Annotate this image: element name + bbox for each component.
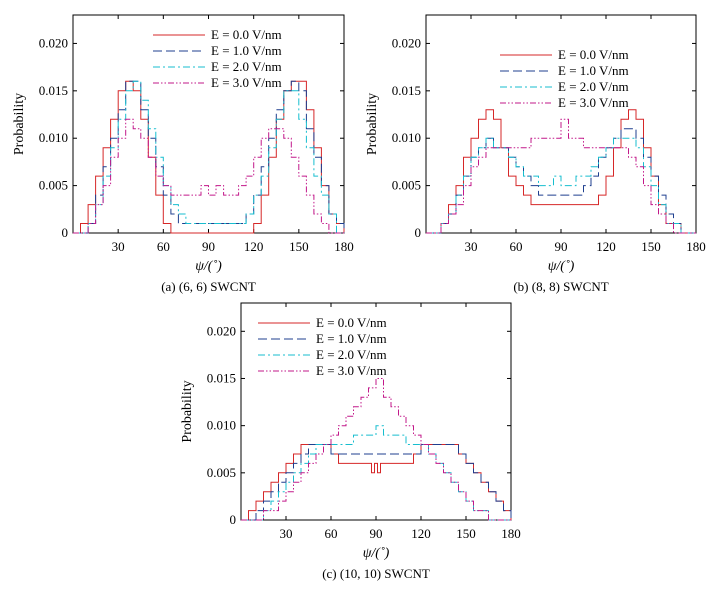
- legend-label-3: E = 3.0 V/nm: [211, 75, 282, 90]
- x-tick-label: 120: [411, 526, 431, 541]
- series-line-1: [73, 80, 345, 234]
- legend-label-1: E = 1.0 V/nm: [558, 63, 629, 78]
- y-axis-label: Probability: [12, 93, 27, 155]
- y-tick-label: 0.015: [392, 83, 421, 98]
- y-tick-label: 0.015: [39, 83, 68, 98]
- y-tick-label: 0: [62, 225, 69, 240]
- y-tick-label: 0.010: [39, 130, 68, 145]
- y-axis-label: Probability: [365, 93, 380, 155]
- x-tick-label: 180: [686, 239, 706, 254]
- x-tick-label: 60: [510, 239, 523, 254]
- series-line-2: [241, 425, 511, 521]
- legend-label-2: E = 2.0 V/nm: [316, 347, 387, 362]
- panel-caption-a: (a) (6, 6) SWCNT: [161, 279, 256, 294]
- panel-caption-b: (b) (8, 8) SWCNT: [513, 279, 608, 294]
- y-axis-label: Probability: [180, 380, 195, 442]
- y-tick-label: 0.020: [207, 323, 236, 338]
- y-tick-label: 0.010: [392, 130, 421, 145]
- series-line-0: [73, 80, 345, 234]
- y-tick-label: 0.005: [207, 465, 236, 480]
- legend-label-3: E = 3.0 V/nm: [316, 363, 387, 378]
- series-line-1: [241, 444, 512, 521]
- legend-label-0: E = 0.0 V/nm: [211, 27, 282, 42]
- x-axis-label: ψ/(˚): [548, 259, 575, 274]
- x-tick-label: 60: [157, 239, 170, 254]
- x-axis-label: ψ/(˚): [195, 259, 222, 274]
- x-tick-label: 120: [244, 239, 264, 254]
- x-tick-label: 30: [465, 239, 478, 254]
- x-tick-label: 90: [370, 526, 383, 541]
- series-line-2: [73, 80, 344, 234]
- x-tick-label: 180: [334, 239, 354, 254]
- y-tick-label: 0.020: [392, 35, 421, 50]
- x-tick-label: 30: [112, 239, 125, 254]
- series-line-3: [426, 118, 696, 234]
- chart-panel-c: 30 60 90 120 150 180 0 0.005 0.010 0.015 0.020 ψ/(˚…: [180, 302, 521, 581]
- y-tick-label: 0: [230, 512, 237, 527]
- y-tick-label: 0.010: [207, 418, 236, 433]
- y-tick-label: 0.020: [39, 35, 68, 50]
- x-tick-label: 90: [555, 239, 568, 254]
- chart-panel-a: 30 60 90 120 150 180 0 0.005 0.010 0.015 0.020 ψ/(˚…: [12, 14, 354, 294]
- x-tick-label: 120: [596, 239, 616, 254]
- legend-label-1: E = 1.0 V/nm: [211, 43, 282, 58]
- plot-frame: [72, 14, 345, 234]
- x-axis-label: ψ/(˚): [363, 546, 390, 561]
- x-tick-label: 150: [289, 239, 309, 254]
- x-tick-label: 180: [501, 526, 521, 541]
- panel-caption-c: (c) (10, 10) SWCNT: [322, 566, 430, 581]
- legend-label-0: E = 0.0 V/nm: [316, 315, 387, 330]
- y-tick-label: 0.005: [39, 178, 68, 193]
- legend-label-2: E = 2.0 V/nm: [558, 79, 629, 94]
- series-line-0: [241, 444, 512, 521]
- y-tick-label: 0.005: [392, 178, 421, 193]
- x-tick-label: 60: [325, 526, 338, 541]
- legend-label-3: E = 3.0 V/nm: [558, 95, 629, 110]
- legend-label-1: E = 1.0 V/nm: [316, 331, 387, 346]
- series-line-0: [426, 109, 696, 234]
- series-line-3: [73, 118, 344, 234]
- x-tick-label: 90: [202, 239, 215, 254]
- chart-panel-b: 30 60 90 120 150 180 0 0.005 0.010 0.015 0.020 ψ/(˚…: [365, 14, 706, 294]
- legend-label-0: E = 0.0 V/nm: [558, 47, 629, 62]
- y-tick-label: 0: [415, 225, 422, 240]
- x-tick-label: 150: [456, 526, 476, 541]
- x-tick-label: 150: [641, 239, 661, 254]
- legend-label-2: E = 2.0 V/nm: [211, 59, 282, 74]
- y-tick-label: 0.015: [207, 370, 236, 385]
- x-tick-label: 30: [280, 526, 293, 541]
- series-line-3: [241, 378, 511, 521]
